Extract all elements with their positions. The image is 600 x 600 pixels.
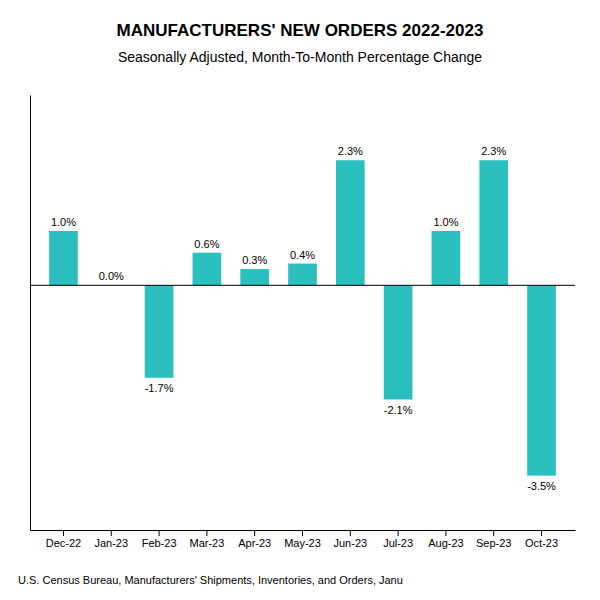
x-tick-label: Sep-23: [476, 537, 511, 549]
bar: [432, 231, 461, 285]
x-tick-label: Aug-23: [428, 537, 463, 549]
bar: [527, 285, 556, 475]
bar: [49, 231, 78, 285]
x-tick-label: Apr-23: [238, 537, 271, 549]
x-tick-mark: [254, 530, 255, 536]
x-tick: Jan-23: [94, 530, 128, 549]
x-tick-mark: [63, 530, 64, 536]
x-tick-label: May-23: [284, 537, 321, 549]
data-label: 2.3%: [338, 145, 363, 157]
x-tick: Sep-23: [476, 530, 511, 549]
x-tick-mark: [111, 530, 112, 536]
x-tick-label: Jul-23: [383, 537, 413, 549]
x-tick: May-23: [284, 530, 321, 549]
zero-line: [30, 285, 575, 286]
x-tick-mark: [350, 530, 351, 536]
x-tick-label: Feb-23: [142, 537, 177, 549]
data-label: 1.0%: [51, 216, 76, 228]
y-axis: [30, 96, 31, 531]
x-tick-label: Dec-22: [46, 537, 81, 549]
x-tick: Mar-23: [189, 530, 224, 549]
x-tick-mark: [445, 530, 446, 536]
bar: [336, 160, 365, 285]
bar: [288, 264, 317, 286]
x-tick: Oct-23: [525, 530, 558, 549]
bar: [479, 160, 508, 285]
bar: [240, 269, 269, 285]
chart: MANUFACTURERS' NEW ORDERS 2022-2023 Seaso…: [0, 0, 600, 600]
x-axis: Dec-22 Jan-23 Feb-23 Mar-23 Apr-23 May-23 Jun-…: [31, 530, 576, 549]
data-label: 2.3%: [481, 145, 506, 157]
x-tick-mark: [493, 530, 494, 536]
bar: [145, 285, 174, 377]
data-label: 0.0%: [99, 270, 124, 282]
data-label: 1.0%: [433, 216, 458, 228]
y-axis-line: [30, 96, 31, 531]
x-tick-mark: [541, 530, 542, 536]
title: MANUFACTURERS' NEW ORDERS 2022-2023: [117, 21, 484, 40]
x-tick: Jun-23: [333, 530, 367, 549]
data-labels: 1.0% 0.0% -1.7% 0.6% 0.3% 0.4% 2.3% -2.1% 1.0% 2.…: [51, 145, 556, 491]
x-tick-label: Mar-23: [189, 537, 224, 549]
plot: Dec-22 Jan-23 Feb-23 Mar-23 Apr-23 May-23 Jun-…: [30, 96, 576, 549]
data-label: 0.4%: [290, 249, 315, 261]
bar: [384, 285, 413, 399]
x-tick-mark: [398, 530, 399, 536]
data-label: -2.1%: [384, 404, 413, 416]
x-tick: Dec-22: [46, 530, 81, 549]
x-tick-label: Jun-23: [333, 537, 367, 549]
x-tick-mark: [302, 530, 303, 536]
data-label: 0.3%: [242, 254, 267, 266]
subtitle: Seasonally Adjusted, Month-To-Month Perc…: [118, 49, 482, 65]
data-label: -1.7%: [145, 382, 174, 394]
footer: U.S. Census Bureau, Manufacturers' Shipm…: [18, 574, 403, 586]
x-tick-mark: [159, 530, 160, 536]
data-label: -3.5%: [527, 480, 556, 492]
bar: [193, 253, 222, 286]
x-tick-label: Oct-23: [525, 537, 558, 549]
x-tick: Jul-23: [383, 530, 413, 549]
x-tick-mark: [206, 530, 207, 536]
x-tick: Aug-23: [428, 530, 463, 549]
x-tick: Feb-23: [142, 530, 177, 549]
data-label: 0.6%: [194, 238, 219, 250]
x-tick: Apr-23: [238, 530, 271, 549]
bars: [49, 160, 556, 475]
x-tick-label: Jan-23: [94, 537, 128, 549]
